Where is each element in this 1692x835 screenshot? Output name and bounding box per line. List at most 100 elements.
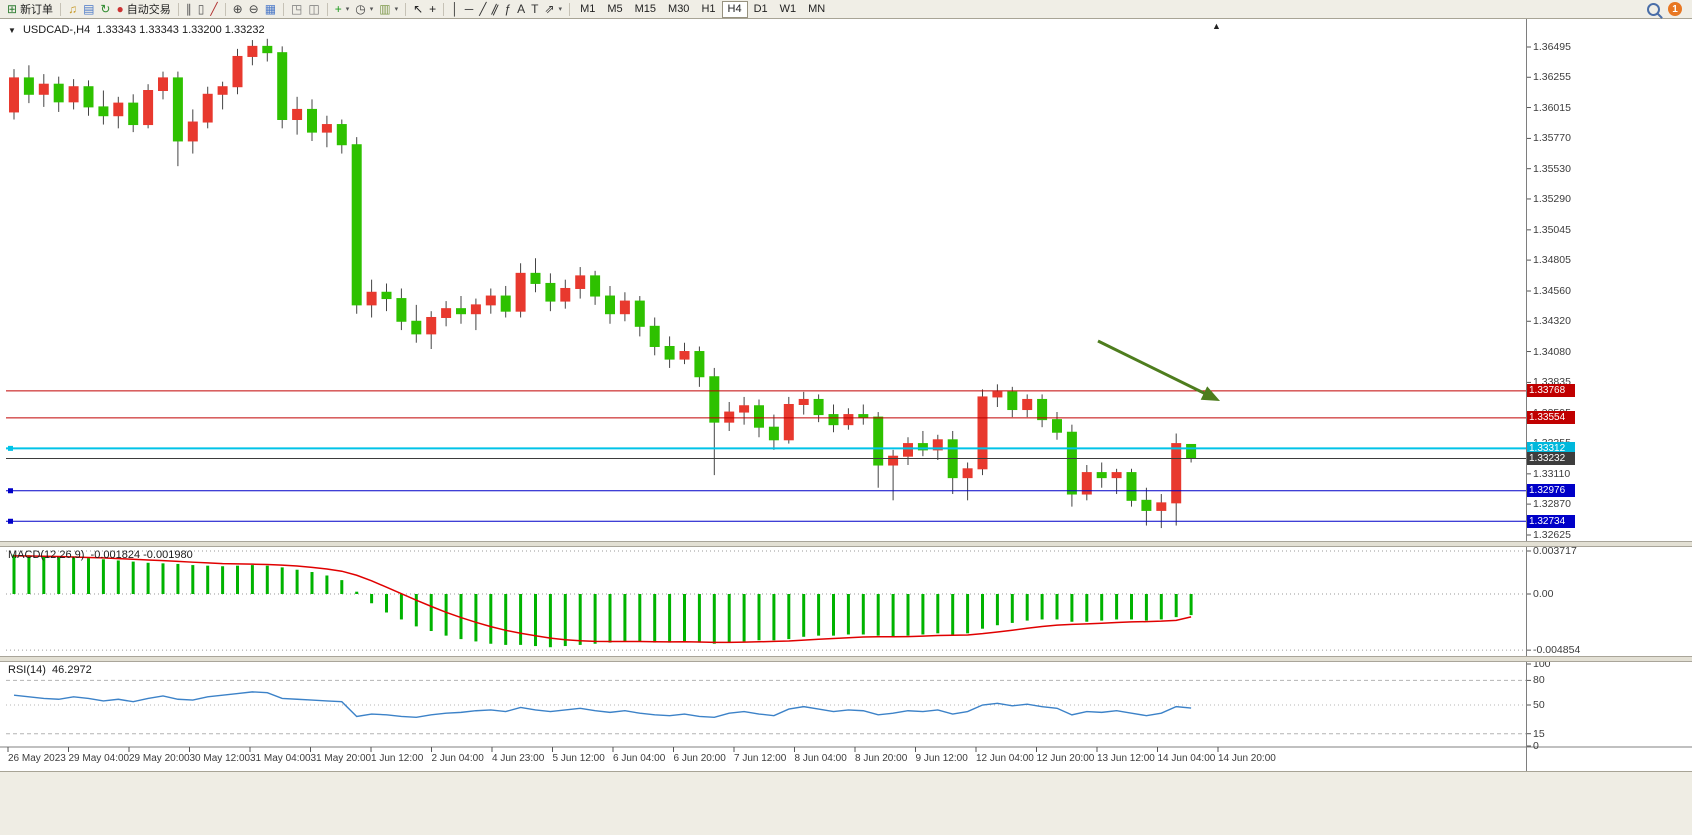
crosshair-button[interactable]: +: [426, 1, 439, 18]
timeframe-button-m5[interactable]: M5: [607, 2, 623, 15]
candle: [351, 144, 362, 306]
market-watch-button[interactable]: ♫: [65, 1, 80, 18]
candle: [277, 52, 288, 121]
trendline-button[interactable]: ╱: [476, 1, 489, 18]
timeframe-button-w1[interactable]: W1: [779, 2, 797, 15]
candle: [53, 83, 64, 103]
candle: [23, 77, 34, 95]
panel-separator-macd[interactable]: [0, 541, 1692, 547]
new-order-button[interactable]: ⊞ 新订单: [4, 1, 56, 18]
chart-shift-marker[interactable]: ▲: [1212, 21, 1221, 31]
timeframe-button-h4[interactable]: H4: [721, 0, 748, 18]
bar-chart-button[interactable]: ∥: [183, 1, 195, 18]
time-label: 13 Jun 12:00: [1097, 753, 1155, 764]
chart-menu-icon[interactable]: ▼: [8, 26, 16, 35]
price-tick: 1.34560: [1533, 285, 1571, 297]
timeframe-button-h1[interactable]: H1: [701, 2, 716, 15]
time-label: 29 May 04:00: [68, 753, 130, 764]
time-label: 9 Jun 12:00: [915, 753, 968, 764]
candlestick-chart-button[interactable]: ▯: [195, 1, 208, 18]
market-watch-icon: ♫: [68, 1, 78, 16]
shapes-dropdown-icon[interactable]: ▾: [558, 6, 563, 13]
templates-button[interactable]: ▥ ▾: [376, 1, 401, 18]
shapes-button[interactable]: ⇗ ▾: [541, 1, 565, 18]
navigator-button[interactable]: ▤: [80, 1, 97, 18]
timeframe-button-d1[interactable]: D1: [753, 2, 768, 15]
candle: [38, 83, 49, 95]
candle: [917, 443, 928, 451]
candle: [1126, 472, 1137, 501]
line-handle[interactable]: [8, 488, 13, 494]
time-label: 6 Jun 20:00: [673, 753, 726, 764]
candle: [605, 295, 615, 315]
autotrading-button[interactable]: ● 自动交易: [113, 1, 173, 18]
timeframe-button-mn[interactable]: MN: [808, 2, 826, 15]
fibonacci-button[interactable]: ƒ: [501, 1, 514, 18]
time-label: 31 May 20:00: [310, 753, 372, 764]
toolbar-separator: [60, 2, 62, 16]
notification-badge[interactable]: 1: [1668, 2, 1682, 16]
periods-button[interactable]: ◷ ▾: [352, 1, 376, 18]
templates-dropdown-icon[interactable]: ▾: [394, 6, 399, 13]
price-tag-1.32976: 1.32976: [1527, 484, 1575, 498]
candle: [441, 308, 452, 318]
candle: [768, 426, 779, 441]
trend-arrow-object[interactable]: [1097, 339, 1221, 401]
toolbar-separator: [405, 2, 407, 16]
line-handle[interactable]: [8, 518, 13, 524]
candle: [843, 414, 854, 426]
cascade-windows-icon: ◳: [291, 1, 303, 16]
candle: [426, 316, 437, 335]
cascade-windows-button[interactable]: ◳: [288, 1, 305, 18]
add-indicator-button[interactable]: + ▾: [332, 1, 353, 18]
arrange-windows-button[interactable]: ◫: [305, 1, 322, 18]
time-label: 2 Jun 04:00: [431, 753, 484, 764]
candle: [1052, 419, 1062, 433]
line-chart-button[interactable]: ╱: [207, 1, 220, 18]
add-indicator-dropdown-icon[interactable]: ▾: [345, 6, 350, 13]
cursor-button[interactable]: ↖: [410, 1, 426, 18]
candle: [664, 345, 675, 360]
macd-scale-label: 0.003717: [1533, 545, 1577, 557]
candle: [977, 396, 988, 470]
timeframe-button-m15[interactable]: M15: [634, 2, 657, 15]
refresh-button[interactable]: ↻: [97, 1, 113, 18]
bottom-workspace: [0, 771, 1692, 835]
price-tick: 1.34080: [1533, 345, 1571, 358]
candle: [873, 416, 884, 466]
rsi-scale-label: 15: [1533, 727, 1545, 740]
timeframe-button-m1[interactable]: M1: [580, 2, 596, 15]
fibonacci-icon: ƒ: [504, 1, 512, 16]
zoom-in-button[interactable]: ⊕: [230, 1, 246, 18]
time-label: 31 May 04:00: [250, 753, 311, 764]
new-order-label: 新订单: [20, 4, 54, 16]
candle: [634, 300, 645, 327]
horizontal-line-button[interactable]: ─: [462, 1, 477, 18]
price-tick: 1.32625: [1533, 529, 1571, 541]
candle: [411, 320, 422, 335]
search-icon[interactable]: [1647, 2, 1660, 16]
candlestick-chart-icon: ▯: [197, 1, 205, 16]
channel-icon: ∥: [489, 0, 502, 17]
candle: [754, 405, 764, 428]
panel-separator-rsi[interactable]: [0, 656, 1692, 662]
time-label: 14 Jun 04:00: [1157, 753, 1216, 764]
line-handle[interactable]: [8, 445, 13, 451]
candle: [9, 77, 19, 113]
cursor-icon: ↖: [413, 1, 424, 16]
text-label-button[interactable]: T: [528, 1, 541, 18]
channel-button[interactable]: ∥: [489, 1, 501, 18]
candle: [1066, 431, 1077, 495]
tile-windows-button[interactable]: ▦: [262, 1, 279, 18]
zoom-out-button[interactable]: ⊖: [246, 1, 262, 18]
timeframe-button-m30[interactable]: M30: [668, 2, 690, 15]
periods-dropdown-icon[interactable]: ▾: [369, 6, 374, 13]
candle: [172, 77, 183, 142]
vertical-line-button[interactable]: │: [448, 1, 462, 18]
candle: [1186, 443, 1197, 459]
text-button[interactable]: A: [514, 1, 528, 18]
time-label: 4 Jun 23:00: [492, 753, 545, 764]
add-indicator-icon: +: [334, 1, 342, 16]
